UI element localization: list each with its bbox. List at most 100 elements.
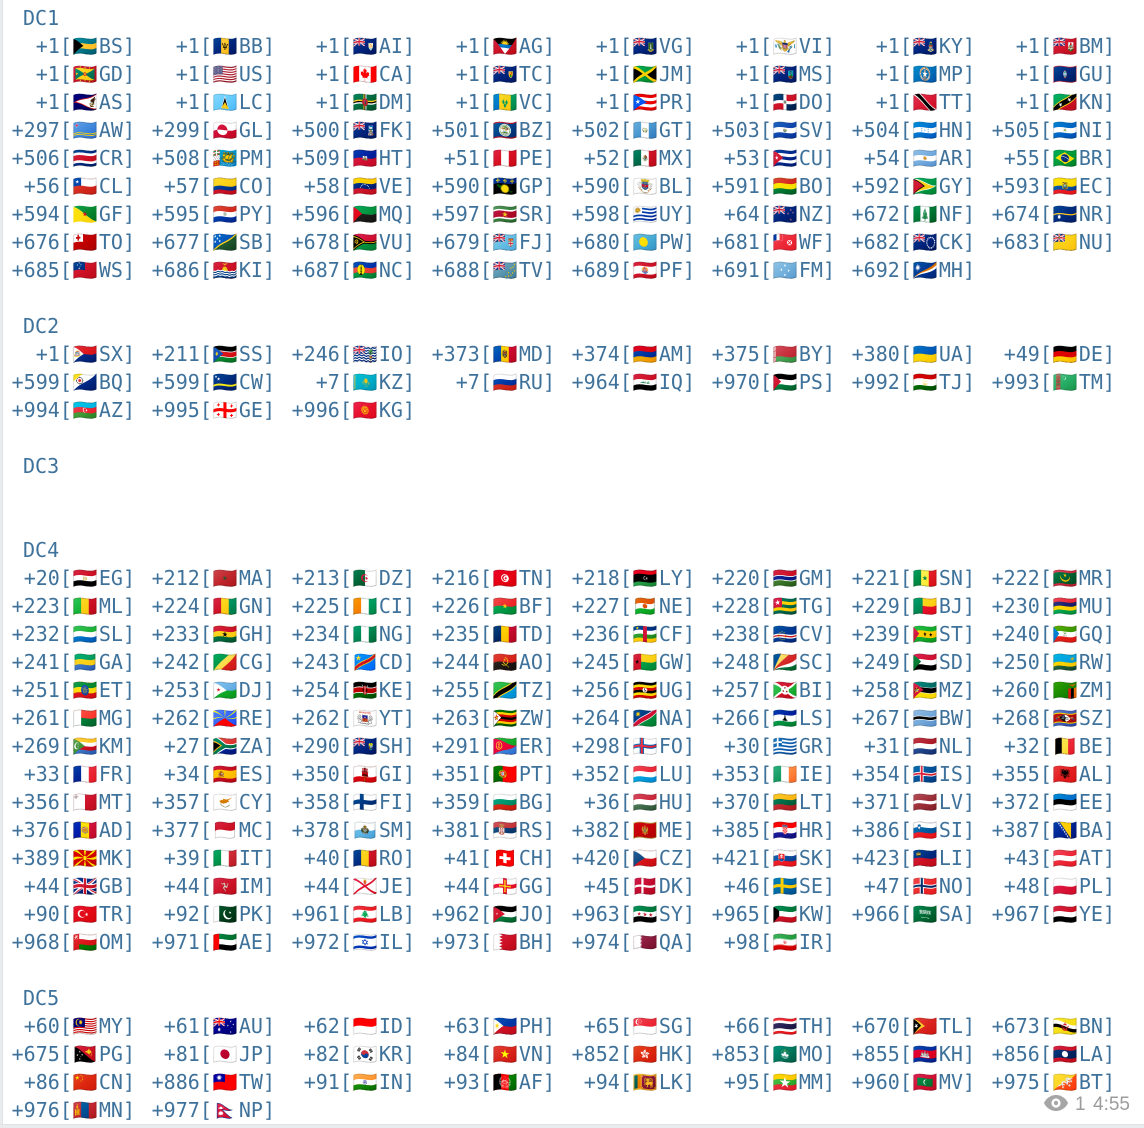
phone-code-entry: +381[🇷🇸RS] <box>431 818 555 842</box>
dial-code: +964 <box>571 370 620 394</box>
dial-code: +389 <box>11 846 60 870</box>
dial-code: +597 <box>431 202 480 226</box>
flag-emoji: 🇳🇱 <box>912 734 938 758</box>
phone-code-entry: +260[🇿🇲ZM] <box>991 678 1115 702</box>
country-code: TW <box>238 1070 263 1094</box>
flag-emoji: 🇱🇨 <box>212 90 238 114</box>
country-code: SL <box>98 622 123 646</box>
flag-emoji: 🇨🇩 <box>352 650 378 674</box>
phone-code-entry: +31[🇳🇱NL] <box>863 734 975 758</box>
phone-code-entry: +420[🇨🇿CZ] <box>571 846 695 870</box>
flag-emoji: 🇧🇯 <box>912 594 938 618</box>
phone-code-entry: +688[🇹🇻TV] <box>431 258 555 282</box>
flag-emoji: 🇨🇬 <box>212 650 238 674</box>
country-code: DM <box>378 90 403 114</box>
phone-code-entry: +211[🇸🇸SS] <box>151 342 275 366</box>
country-code: PF <box>658 258 683 282</box>
flag-emoji: 🇳🇴 <box>912 874 938 898</box>
phone-code-entry: +686[🇰🇮KI] <box>151 258 275 282</box>
country-code: GG <box>518 874 543 898</box>
dial-code: +1 <box>455 90 480 114</box>
dial-code: +49 <box>1003 342 1040 366</box>
phone-code-entry: +95[🇲🇲MM] <box>723 1070 835 1094</box>
country-code: AZ <box>98 398 123 422</box>
dial-code: +506 <box>11 146 60 170</box>
phone-code-entry: +974[🇶🇦QA] <box>571 930 695 954</box>
phone-code-entry: +689[🇵🇫PF] <box>571 258 695 282</box>
country-code: NC <box>378 258 403 282</box>
dial-code: +1 <box>595 90 620 114</box>
dial-code-grid: +1[🇸🇽SX] +211[🇸🇸SS] +246[🇮🇴IO] +373[🇲🇩MD] +3… <box>3 340 1144 424</box>
dial-code: +354 <box>851 762 900 786</box>
flag-emoji: 🇦🇬 <box>492 34 518 58</box>
country-code: SN <box>938 566 963 590</box>
flag-emoji: 🇷🇼 <box>1052 650 1078 674</box>
flag-emoji: 🇸🇱 <box>72 622 98 646</box>
phone-code-entry: +44[🇬🇧GB] <box>23 874 135 898</box>
phone-code-entry: +52[🇲🇽MX] <box>583 146 695 170</box>
flag-emoji: 🇧🇼 <box>912 706 938 730</box>
country-code: GE <box>238 398 263 422</box>
dial-code: +225 <box>291 594 340 618</box>
country-code: YT <box>378 706 403 730</box>
country-code: OM <box>98 930 123 954</box>
country-code: GW <box>658 650 683 674</box>
flag-emoji: 🇲🇶 <box>352 202 378 226</box>
flag-emoji: 🇲🇸 <box>772 62 798 86</box>
dial-code: +55 <box>1003 146 1040 170</box>
flag-emoji: 🇻🇳 <box>492 1042 518 1066</box>
dial-code: +350 <box>291 762 340 786</box>
flag-emoji: 🇷🇺 <box>492 370 518 394</box>
flag-emoji: 🇧🇳 <box>1052 1014 1078 1038</box>
phone-code-entry: +221[🇸🇳SN] <box>851 566 975 590</box>
country-code: IT <box>238 846 263 870</box>
dial-code: +1 <box>315 34 340 58</box>
phone-code-entry: +594[🇬🇫GF] <box>11 202 135 226</box>
dial-code: +20 <box>23 566 60 590</box>
phone-code-entry: +674[🇳🇷NR] <box>991 202 1115 226</box>
flag-emoji: 🇧🇹 <box>1052 1070 1078 1094</box>
flag-emoji: 🇫🇲 <box>772 258 798 282</box>
flag-emoji: 🇬🇾 <box>912 174 938 198</box>
country-code: RO <box>378 846 403 870</box>
phone-code-entry: +886[🇹🇼TW] <box>151 1070 275 1094</box>
country-code: LI <box>938 846 963 870</box>
phone-code-entry: +240[🇬🇶GQ] <box>991 622 1115 646</box>
phone-code-entry: +976[🇲🇳MN] <box>11 1098 135 1122</box>
phone-code-entry: +676[🇹🇴TO] <box>11 230 135 254</box>
flag-emoji: 🇾🇪 <box>1052 902 1078 926</box>
dial-code: +673 <box>991 1014 1040 1038</box>
country-code: SM <box>378 818 403 842</box>
dial-code: +855 <box>851 1042 900 1066</box>
dial-code: +297 <box>11 118 60 142</box>
view-count: 1 <box>1074 1093 1087 1115</box>
dial-code: +212 <box>151 566 200 590</box>
flag-emoji: 🇨🇾 <box>212 790 238 814</box>
phone-code-entry: +372[🇪🇪EE] <box>991 790 1115 814</box>
country-code: MR <box>1078 566 1103 590</box>
dial-code: +592 <box>851 174 900 198</box>
flag-emoji: 🇺🇦 <box>912 342 938 366</box>
flag-emoji: 🇮🇱 <box>352 930 378 954</box>
country-code: AU <box>238 1014 263 1038</box>
phone-code-entry: +680[🇵🇼PW] <box>571 230 695 254</box>
dial-code: +256 <box>571 678 620 702</box>
eye-icon <box>1043 1095 1068 1116</box>
dial-code: +232 <box>11 622 60 646</box>
section-title: DC3 <box>23 454 60 478</box>
country-code: BF <box>518 594 543 618</box>
country-code: MV <box>938 1070 963 1094</box>
country-code: WS <box>98 258 123 282</box>
country-code: NU <box>1078 230 1103 254</box>
dial-code: +63 <box>443 1014 480 1038</box>
phone-code-entry: +1[🇧🇸BS] <box>35 34 135 58</box>
flag-emoji: 🇳🇦 <box>632 706 658 730</box>
country-code: LT <box>798 790 823 814</box>
phone-code-entry: +81[🇯🇵JP] <box>163 1042 275 1066</box>
flag-emoji: 🇹🇿 <box>492 678 518 702</box>
phone-code-entry: +1[🇩🇴DO] <box>735 90 835 114</box>
dial-code: +386 <box>851 818 900 842</box>
phone-code-entry: +677[🇸🇧SB] <box>151 230 275 254</box>
dial-code: +216 <box>431 566 480 590</box>
country-code: CR <box>98 146 123 170</box>
